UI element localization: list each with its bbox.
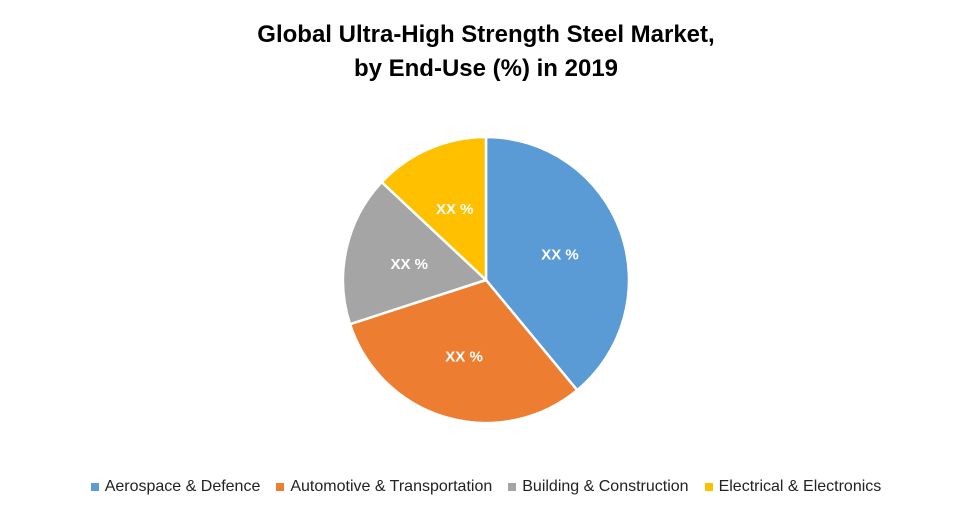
- pie-slice-electrical: [379, 135, 488, 283]
- legend-item-automotive: Automotive & Transportation: [276, 478, 492, 496]
- legend-item-aerospace: Aerospace & Defence: [90, 478, 261, 496]
- legend-label: Aerospace & Defence: [104, 478, 261, 495]
- legend-label: Automotive & Transportation: [290, 478, 493, 495]
- pie-slice-automotive: [348, 278, 579, 425]
- legend-swatch: [276, 483, 285, 491]
- legend-swatch: [704, 483, 713, 491]
- chart-title: Global Ultra-High Strength Steel Market,…: [0, 18, 972, 86]
- legend-item-electrical: Electrical & Electronics: [704, 478, 882, 496]
- legend-label: Building & Construction: [522, 478, 689, 495]
- data-label-aerospace: XX %: [541, 246, 579, 263]
- legend-item-building: Building & Construction: [508, 478, 689, 496]
- data-label-building: XX %: [390, 256, 428, 273]
- legend-label: Electrical & Electronics: [718, 478, 882, 495]
- legend: Aerospace & Defence Automotive & Transpo…: [0, 478, 972, 496]
- title-line-1: Global Ultra-High Strength Steel Market,: [257, 21, 715, 48]
- title-line-2: by End-Use (%) in 2019: [353, 55, 619, 82]
- legend-swatch: [508, 483, 517, 491]
- data-label-automotive: XX %: [445, 349, 483, 366]
- pie-slice-building: [341, 180, 489, 326]
- legend-swatch: [90, 483, 99, 491]
- data-label-electrical: XX %: [436, 201, 474, 218]
- pie-slice-aerospace: [484, 135, 631, 392]
